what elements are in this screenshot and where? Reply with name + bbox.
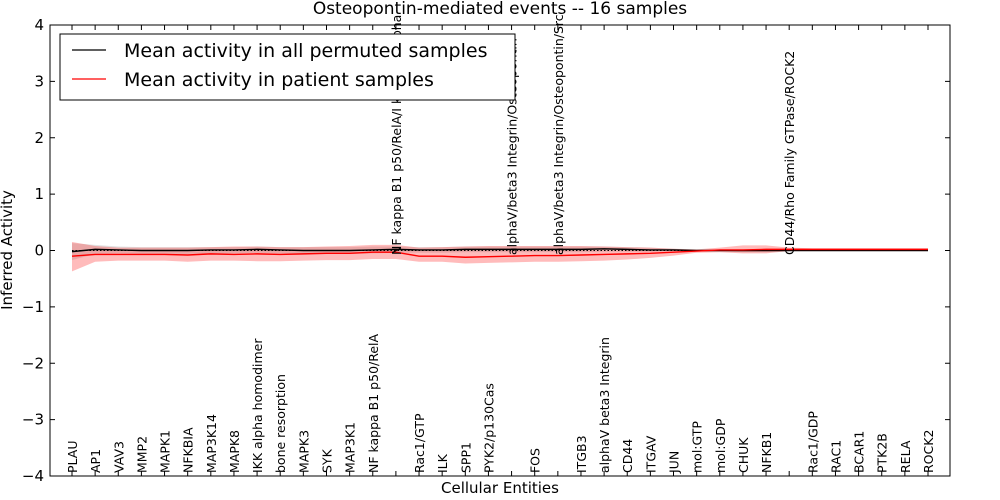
x-tick-label: MAP3K14 <box>204 414 219 473</box>
x-tick-label: PTK2B <box>875 433 890 473</box>
plot-frame <box>49 24 951 477</box>
x-tick-label: RELA <box>898 440 913 473</box>
band-series-0 <box>72 243 928 261</box>
x-tick-label: alphaV/beta3 Integrin/Osteopontin/Src <box>551 14 566 255</box>
x-tick-label: SYK <box>319 448 334 473</box>
x-tick-label: SPP1 <box>458 442 473 473</box>
x-tick-label: Rac1/GDP <box>805 411 820 473</box>
x-tick-label: MAP3K1 <box>343 422 358 473</box>
x-tick-label: RAC1 <box>828 440 843 473</box>
x-tick-label: CHUK <box>736 437 751 473</box>
y-tick-label: −3 <box>22 411 44 429</box>
x-tick-label: JUN <box>667 451 682 474</box>
y-tick-label: −4 <box>22 467 44 485</box>
x-tick-label: NFKBIA <box>181 427 196 473</box>
x-axis-label: Cellular Entities <box>441 479 559 497</box>
x-tick-label: ITGB3 <box>574 435 589 473</box>
x-tick-label: mol:GDP <box>713 418 728 473</box>
y-tick-label: 0 <box>34 242 44 260</box>
y-tick-label: 4 <box>34 16 44 34</box>
x-tick-label: bone resorption <box>273 374 288 473</box>
x-tick-label: IKK alpha homodimer <box>250 338 265 473</box>
y-axis-ticks: −4 −3 −2 −1 0 1 2 3 4 <box>22 16 950 485</box>
y-tick-label: 2 <box>34 129 44 147</box>
x-tick-label: ITGAV <box>643 435 658 473</box>
x-tick-label: MAPK3 <box>296 430 311 473</box>
x-tick-label: mol:GTP <box>690 421 705 473</box>
legend-label-patient: Mean activity in patient samples <box>124 69 434 91</box>
y-tick-label: 1 <box>34 185 44 203</box>
x-tick-label: ROCK2 <box>921 430 936 473</box>
x-tick-label: MMP2 <box>134 436 149 473</box>
x-tick-label: FOS <box>528 448 543 473</box>
x-tick-label: CD44 <box>620 439 635 473</box>
chart-title: Osteopontin-mediated events -- 16 sample… <box>313 0 687 19</box>
x-tick-label: CD44/Rho Family GTPase/ROCK2 <box>782 51 797 255</box>
y-tick-label: 3 <box>34 72 44 90</box>
chart-legend: Mean activity in all permuted samples Me… <box>59 33 516 101</box>
x-tick-label: AP1 <box>88 449 103 473</box>
x-tick-label: PLAU <box>65 441 80 474</box>
legend-label-permuted: Mean activity in all permuted samples <box>124 40 487 62</box>
series-line-1 <box>71 248 928 258</box>
x-tick-label: Rac1/GTP <box>412 413 427 473</box>
x-tick-label: VAV3 <box>111 441 126 473</box>
series-lines <box>71 248 928 258</box>
x-tick-label: alphaV beta3 Integrin <box>597 337 612 473</box>
y-tick-label: −1 <box>22 298 44 316</box>
y-tick-label: −2 <box>22 354 44 372</box>
y-axis-label: Inferred Activity <box>0 190 16 310</box>
series-line-0 <box>71 248 928 253</box>
x-tick-label: MAPK1 <box>158 430 173 473</box>
x-tick-label: NF kappa B1 p50/RelA <box>366 333 381 473</box>
x-tick-label: PYK2/p130Cas <box>481 383 496 473</box>
x-tick-label: NFKB1 <box>759 432 774 473</box>
x-tick-label: ILK <box>435 453 450 473</box>
x-tick-label: BCAR1 <box>852 431 867 473</box>
x-tick-label: MAPK8 <box>227 430 242 473</box>
legend-box <box>59 33 516 101</box>
